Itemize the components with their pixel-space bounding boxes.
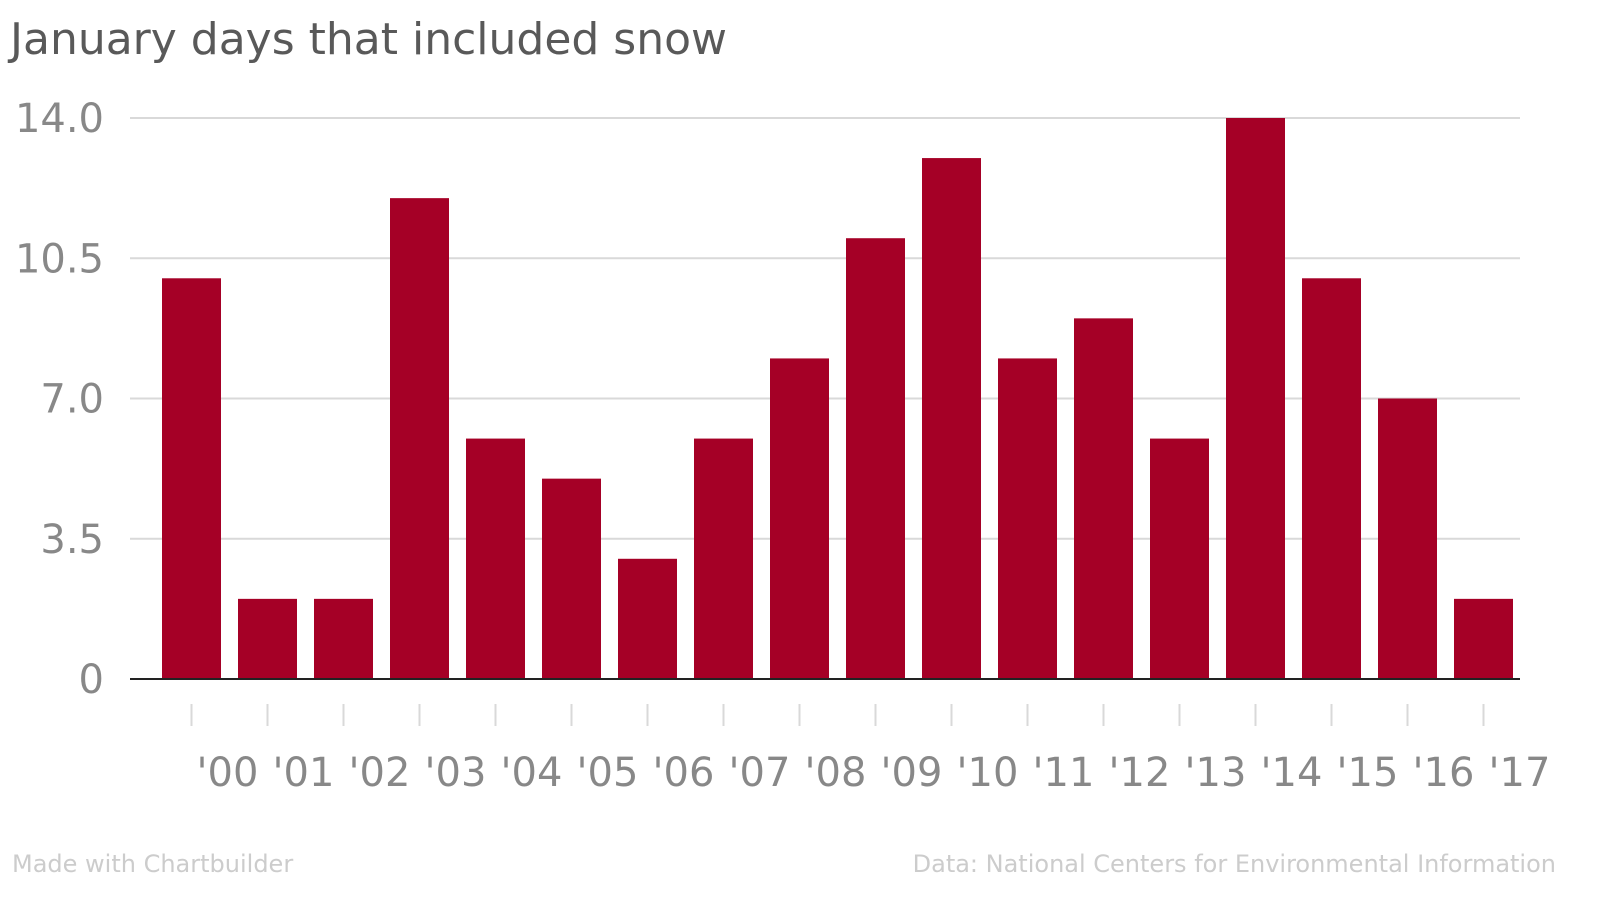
bar: [1302, 278, 1361, 679]
x-tick-label: '11: [1033, 750, 1095, 796]
bar: [390, 198, 449, 679]
x-tick-label: '08: [805, 750, 867, 796]
x-tick-label: '02: [349, 750, 411, 796]
bar: [618, 558, 677, 679]
x-tick-label: '14: [1261, 750, 1323, 796]
bar: [1226, 118, 1285, 679]
x-tick-label: '04: [501, 750, 563, 796]
y-tick-label: 7.0: [40, 377, 104, 423]
bar: [1454, 598, 1513, 679]
x-tick-label: '05: [577, 750, 639, 796]
bar: [1074, 318, 1133, 679]
chart-title: January days that included snow: [10, 14, 728, 65]
bar: [694, 438, 753, 679]
x-tick-label: '03: [425, 750, 487, 796]
x-tick-label: '17: [1489, 750, 1551, 796]
bar: [466, 438, 525, 679]
bar: [846, 238, 905, 679]
x-tick-label: '13: [1185, 750, 1247, 796]
x-tick-label: '06: [653, 750, 715, 796]
bar: [542, 478, 601, 679]
x-tick-label: '16: [1413, 750, 1475, 796]
bar: [770, 358, 829, 679]
y-tick-label: 3.5: [40, 517, 104, 563]
bar: [238, 598, 297, 679]
x-tick-label: '12: [1109, 750, 1171, 796]
bar: [998, 358, 1057, 679]
y-tick-label: 10.5: [15, 236, 104, 282]
x-tick-label: '01: [273, 750, 335, 796]
x-tick-label: '10: [957, 750, 1019, 796]
x-tick-label: '00: [197, 750, 259, 796]
source-text: Data: National Centers for Environmental…: [912, 850, 1556, 878]
y-tick-label: 14.0: [15, 96, 104, 142]
x-tick-label: '15: [1337, 750, 1399, 796]
bar: [922, 158, 981, 680]
bar: [162, 278, 221, 679]
bar: [1378, 398, 1437, 679]
x-tick-label: '07: [729, 750, 791, 796]
bar: [1150, 438, 1209, 679]
x-tick-label: '09: [881, 750, 943, 796]
credit-text: Made with Chartbuilder: [12, 850, 294, 878]
y-tick-label: 0: [79, 657, 104, 703]
bar: [314, 598, 373, 679]
